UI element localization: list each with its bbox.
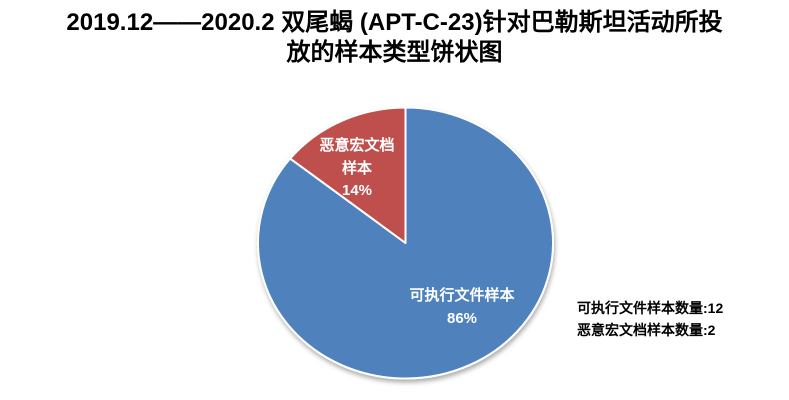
pie-slice-label: 样本 <box>342 159 372 177</box>
chart-title-line1: 2019.12——2020.2 双尾蝎 (APT-C-23)针对巴勒斯坦活动所投 <box>66 9 723 36</box>
pie-slice-label: 86% <box>447 310 477 327</box>
chart-title: 2019.12——2020.2 双尾蝎 (APT-C-23)针对巴勒斯坦活动所投… <box>0 8 789 68</box>
pie-slice-1 <box>289 106 407 244</box>
stat-line-executable: 可执行文件样本数量:12 <box>577 300 724 316</box>
pie-slice-label: 14% <box>342 182 372 199</box>
pie-slice-label: 恶意宏文档 <box>319 136 394 154</box>
chart-title-line2: 放的样本类型饼状图 <box>286 39 503 66</box>
sample-count-annotation: 可执行文件样本数量:12 恶意宏文档样本数量:2 <box>577 297 723 341</box>
stat-line-macro: 恶意宏文档样本数量:2 <box>577 322 716 338</box>
pie-slice-label: 可执行文件样本 <box>409 286 514 304</box>
